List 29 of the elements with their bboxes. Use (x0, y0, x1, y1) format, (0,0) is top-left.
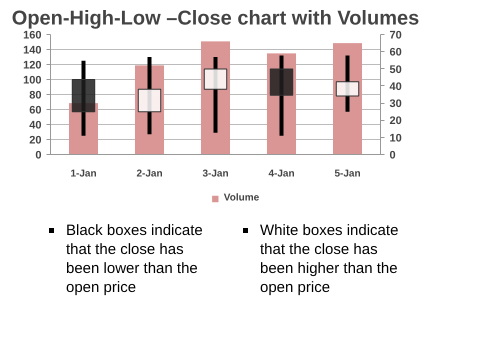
y2-tick-label: 20 (390, 115, 402, 128)
candlestick (204, 57, 228, 133)
y-tick-label: 80 (29, 90, 42, 102)
y-tick-label: 40 (29, 120, 42, 132)
x-tick-label: 4-Jan (268, 168, 295, 180)
legend-label: Volume (224, 192, 260, 204)
y-tick-label: 60 (29, 104, 42, 116)
y-tick-label: 120 (23, 60, 42, 72)
candlestick (138, 57, 162, 134)
y2-tick-label: 40 (390, 80, 402, 93)
y-tick-label: 20 (29, 134, 42, 146)
x-tick-label: 5-Jan (334, 168, 361, 180)
candlestick (336, 56, 360, 112)
x-tick-label: 1-Jan (70, 168, 97, 180)
y-tick-label: 140 (23, 44, 42, 56)
y2-tick-label: 10 (390, 132, 402, 144)
y-tick-label: 160 (23, 30, 42, 42)
y-tick-label: 0 (35, 150, 42, 162)
x-tick-label: 2-Jan (136, 168, 163, 180)
y2-tick-label: 0 (390, 150, 396, 162)
y2-tick-label: 30 (390, 98, 402, 110)
x-tick-label: 3-Jan (202, 168, 229, 180)
y-tick-label: 100 (23, 74, 42, 86)
y2-tick-label: 50 (390, 64, 402, 76)
text: White boxes indicate that the close has been higher than the open price (260, 221, 400, 297)
text: Black boxes indicate that the close has been lower than the open price (66, 221, 204, 297)
chart-title: Open-High-Low –Close chart with Volumes (12, 8, 420, 30)
y2-tick-label: 60 (390, 46, 402, 59)
y2-tick-label: 70 (390, 30, 402, 42)
